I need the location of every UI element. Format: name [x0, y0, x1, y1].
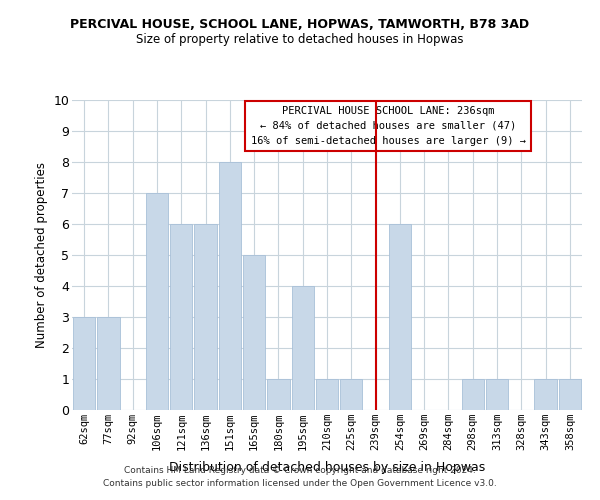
Bar [194, 224, 217, 410]
Bar [461, 379, 484, 410]
Bar [243, 255, 265, 410]
Bar [486, 379, 508, 410]
Bar [340, 379, 362, 410]
Bar [267, 379, 290, 410]
Bar [559, 379, 581, 410]
Text: PERCIVAL HOUSE SCHOOL LANE: 236sqm
← 84% of detached houses are smaller (47)
16%: PERCIVAL HOUSE SCHOOL LANE: 236sqm ← 84%… [251, 106, 526, 146]
Bar [389, 224, 411, 410]
Bar [97, 317, 119, 410]
Bar [73, 317, 95, 410]
Bar [535, 379, 557, 410]
Bar [218, 162, 241, 410]
Bar [316, 379, 338, 410]
Bar [292, 286, 314, 410]
Bar [170, 224, 193, 410]
Text: Contains HM Land Registry data © Crown copyright and database right 2024.
Contai: Contains HM Land Registry data © Crown c… [103, 466, 497, 487]
Y-axis label: Number of detached properties: Number of detached properties [35, 162, 48, 348]
Text: PERCIVAL HOUSE, SCHOOL LANE, HOPWAS, TAMWORTH, B78 3AD: PERCIVAL HOUSE, SCHOOL LANE, HOPWAS, TAM… [70, 18, 530, 30]
X-axis label: Distribution of detached houses by size in Hopwas: Distribution of detached houses by size … [169, 462, 485, 474]
Text: Size of property relative to detached houses in Hopwas: Size of property relative to detached ho… [136, 32, 464, 46]
Bar [146, 193, 168, 410]
